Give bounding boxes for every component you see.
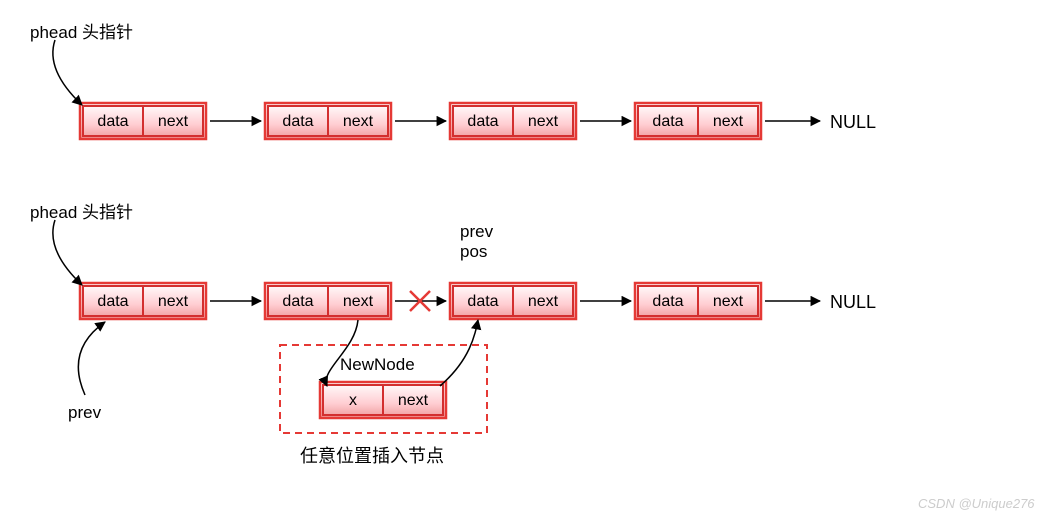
r1-node-3-data-text: data bbox=[652, 113, 683, 130]
prevpos-prev: prev bbox=[460, 222, 493, 242]
r1-node-0-data-text: data bbox=[97, 113, 128, 130]
r1-node-2-next-text: next bbox=[528, 113, 559, 130]
r1-node-0-next-text: next bbox=[158, 113, 189, 130]
newnode-title: NewNode bbox=[340, 355, 415, 375]
r2-node-2-data-text: data bbox=[467, 293, 498, 310]
newnode-caption: 任意位置插入节点 bbox=[300, 442, 444, 468]
r2-node-3-data-text: data bbox=[652, 293, 683, 310]
r2-phead-arrow bbox=[53, 220, 82, 285]
phead-label-1: phead 头指针 bbox=[30, 18, 133, 43]
prev-label: prev bbox=[68, 403, 101, 423]
r2-node-3-next-text: next bbox=[713, 293, 744, 310]
insert-arrow-to bbox=[440, 320, 478, 386]
null-label-1: NULL bbox=[830, 112, 876, 133]
null-label-2: NULL bbox=[830, 292, 876, 313]
r1-phead-arrow bbox=[53, 40, 82, 105]
r2-node-1-next-text: next bbox=[343, 293, 374, 310]
r1-node-1-next-text: next bbox=[343, 113, 374, 130]
r2-node-0-data-text: data bbox=[97, 293, 128, 310]
insert-arrow-from bbox=[326, 320, 358, 386]
r1-node-1-data-text: data bbox=[282, 113, 313, 130]
prevpos-pos: pos bbox=[460, 242, 487, 262]
phead-label-2: phead 头指针 bbox=[30, 198, 133, 223]
r1-node-3-next-text: next bbox=[713, 113, 744, 130]
newnode-next-text: next bbox=[398, 392, 429, 409]
r1-node-2-data-text: data bbox=[467, 113, 498, 130]
newnode-data-text: x bbox=[349, 392, 357, 409]
watermark: CSDN @Unique276 bbox=[918, 496, 1035, 511]
r2-node-0-next-text: next bbox=[158, 293, 189, 310]
r2-prev-arrow bbox=[78, 322, 105, 395]
r2-node-2-next-text: next bbox=[528, 293, 559, 310]
r2-node-1-data-text: data bbox=[282, 293, 313, 310]
